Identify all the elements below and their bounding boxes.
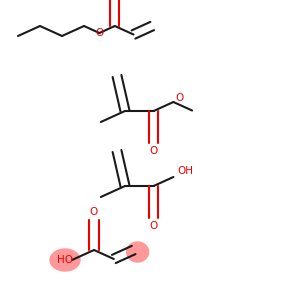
Text: HO: HO [57, 255, 73, 265]
Text: O: O [149, 146, 158, 156]
Text: O: O [95, 28, 104, 38]
Ellipse shape [127, 242, 148, 262]
Ellipse shape [50, 249, 80, 271]
Text: O: O [175, 93, 184, 103]
Text: OH: OH [177, 166, 194, 176]
Text: O: O [90, 207, 98, 217]
Text: O: O [149, 221, 158, 231]
